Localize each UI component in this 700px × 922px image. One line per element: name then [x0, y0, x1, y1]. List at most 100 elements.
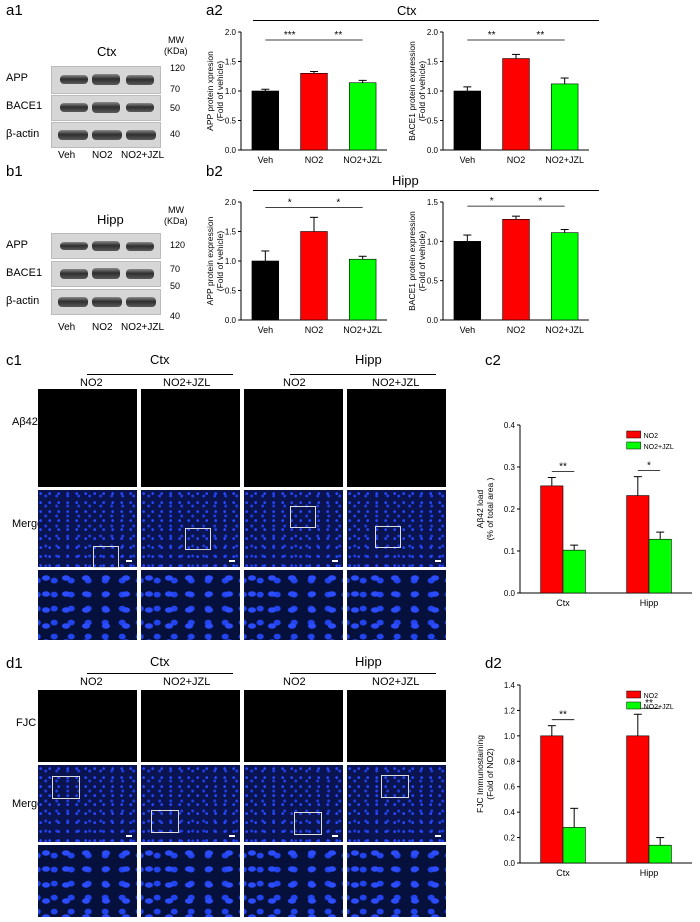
y-tick-label: 2.0 [225, 28, 237, 37]
region-underline [253, 20, 599, 21]
x-tick-label: Hipp [640, 598, 659, 608]
micro-image [244, 765, 343, 842]
y-tick-label: 0.0 [504, 589, 516, 598]
lane-label: NO2+JZL [121, 150, 165, 161]
x-tick-label: Veh [460, 325, 476, 335]
bar [540, 485, 564, 594]
micro-image [141, 765, 240, 842]
micro-image [347, 690, 446, 762]
mw-header: MW [168, 205, 184, 215]
y-tick-label: 0.0 [225, 146, 237, 155]
x-tick-label: NO2 [305, 325, 324, 335]
y-tick-label: 1.4 [504, 681, 516, 690]
blot-region-title: Hipp [97, 212, 124, 227]
panel-label-c1: c1 [6, 352, 22, 369]
significance-label: * [336, 197, 340, 208]
bar [540, 735, 564, 864]
y-tick-label: 0.5 [427, 277, 439, 286]
micro-image [347, 765, 446, 842]
panel-label-b1: b1 [6, 163, 23, 180]
micro-image [38, 690, 137, 762]
bar [626, 495, 650, 594]
mw-unit: (KDa) [164, 216, 188, 226]
mw-marker: 70 [170, 264, 181, 274]
micro-image [141, 690, 240, 762]
lane-label: NO2 [92, 150, 113, 161]
micro-image [347, 389, 446, 487]
y-tick-label: 1.0 [427, 237, 439, 246]
x-tick-label: Veh [258, 325, 274, 335]
x-tick-label: NO2+JZL [343, 325, 382, 335]
micro-image [244, 389, 343, 487]
micro-condition: NO2+JZL [163, 377, 211, 389]
bar [502, 219, 530, 321]
bar [300, 231, 328, 321]
bar [251, 260, 280, 321]
y-axis-label: Aβ42 load [475, 490, 485, 529]
mw-marker: 50 [170, 103, 181, 113]
micro-image [141, 845, 240, 917]
significance-label: * [490, 196, 494, 207]
blot-strip [51, 261, 161, 287]
micro-row-label: Aβ42 [12, 416, 38, 428]
y-tick-label: 0.0 [225, 316, 237, 325]
micro-region: Hipp [355, 654, 382, 669]
y-tick-label: 1.2 [504, 706, 516, 715]
x-tick-label: Veh [258, 155, 274, 165]
x-tick-label: Ctx [556, 598, 570, 608]
y-tick-label: 0.0 [504, 859, 516, 868]
panel-label-b2: b2 [206, 163, 223, 180]
chart-c2: 0.0 0.1 0.2 0.3 0.4 Aβ42 load (% of total area… [475, 421, 692, 608]
blot-row-label: BACE1 [6, 100, 43, 112]
significance-label: ** [645, 698, 653, 709]
y-tick-label: 1.0 [225, 257, 237, 266]
chart-a2-app: 0.0 0.5 1.0 1.5 2.0 APP protein xpresion (Fold… [205, 28, 387, 165]
micro-image [141, 490, 240, 567]
y-axis-label-units: (Fold of vehicle) [417, 61, 427, 122]
mw-marker: 120 [170, 63, 186, 73]
y-axis-label-units: (Fold of vehicle) [215, 231, 225, 292]
blot-region-title: Ctx [97, 44, 117, 59]
panel-label-d1: d1 [6, 655, 23, 672]
bar [453, 241, 482, 321]
lane-label: NO2 [92, 322, 113, 333]
y-tick-label: 2.0 [427, 28, 439, 37]
legend-label: NO2+JZL [644, 444, 674, 451]
legend-swatch [626, 701, 641, 710]
micro-image [38, 389, 137, 487]
y-tick-label: 1.5 [225, 58, 237, 67]
legend-swatch [626, 430, 641, 439]
x-tick-label: NO2 [507, 155, 526, 165]
legend-swatch [626, 690, 641, 699]
lane-label: Veh [58, 150, 76, 161]
bar [626, 735, 650, 864]
blot-row-label: APP [6, 239, 29, 251]
chart-a2-bace1: 0.0 0.5 1.0 1.5 2.0 BACE1 protein expression(… [407, 28, 589, 165]
significance-label: ** [488, 30, 496, 41]
y-tick-label: 1.0 [504, 732, 516, 741]
bar [251, 90, 280, 151]
chart-b2-bace1: 0.0 0.5 1.0 1.5 BACE1 protein expression (Fol… [407, 196, 589, 335]
blot-row-label: APP [6, 72, 29, 84]
y-tick-label: 2.0 [225, 198, 237, 207]
significance-label: * [538, 196, 542, 207]
micro-image [38, 845, 137, 917]
micro-region: Ctx [150, 352, 170, 367]
mw-marker: 50 [170, 281, 181, 291]
region-underline [253, 190, 599, 191]
micro-row-label: FJC [16, 717, 37, 729]
y-axis-label: BACE1 protein expression [407, 41, 417, 141]
significance-label: *** [284, 30, 296, 41]
mw-marker: 40 [170, 129, 181, 139]
x-tick-label: Hipp [640, 868, 659, 878]
micro-region: Hipp [355, 352, 382, 367]
panel-label-a2: a2 [206, 2, 223, 19]
significance-label: ** [559, 462, 567, 473]
mw-header: MW [168, 35, 184, 45]
micro-image [347, 845, 446, 917]
micro-condition: NO2 [80, 676, 103, 688]
region-header-hipp: Hipp [392, 173, 419, 188]
bar [502, 58, 530, 151]
mw-marker: 120 [170, 240, 186, 250]
significance-label: ** [536, 30, 544, 41]
